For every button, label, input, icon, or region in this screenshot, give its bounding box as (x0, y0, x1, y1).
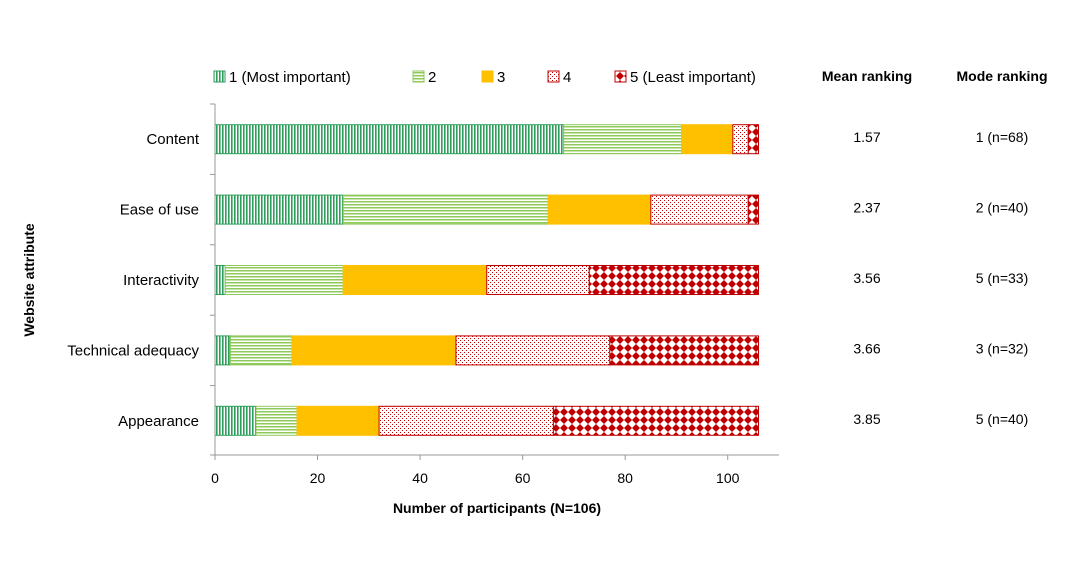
bar-ease-of-use-rank-1 (214, 194, 344, 225)
bar-technical-adequacy-rank-4 (455, 335, 611, 366)
legend-swatch (614, 70, 627, 83)
bar-content-rank-5 (747, 124, 759, 155)
x-tick-label: 60 (515, 470, 531, 486)
legend-swatch (412, 70, 425, 83)
bar-content-rank-1 (214, 124, 565, 155)
bar-interactivity-rank-4 (486, 265, 590, 295)
legend-swatch (481, 70, 494, 83)
legend-label: 1 (Most important) (229, 69, 351, 86)
x-tick-label: 100 (716, 470, 740, 486)
mean-ranking-value: 3.85 (853, 411, 880, 427)
bar-interactivity-rank-5 (588, 265, 759, 295)
bar-appearance-rank-4 (378, 405, 554, 436)
bar-appearance-rank-3 (296, 405, 380, 436)
legend-label: 3 (497, 69, 505, 86)
mean-ranking-value: 3.66 (853, 340, 880, 356)
bar-appearance-rank-2 (255, 405, 298, 436)
y-axis-title: Website attribute (21, 223, 37, 337)
category-label: Ease of use (120, 202, 199, 219)
bar-interactivity-rank-1 (214, 265, 226, 295)
legend-label: 5 (Least important) (630, 69, 756, 86)
legend: 1 (Most important) 2 3 4 5 (Least important) (213, 69, 756, 86)
bar-ease-of-use-rank-2 (342, 194, 549, 225)
mode-ranking-value: 5 (n=33) (976, 270, 1029, 286)
legend-label: 4 (563, 69, 571, 86)
x-tick-label: 20 (310, 470, 326, 486)
legend-swatch (213, 70, 226, 83)
mean-ranking-value: 2.37 (853, 200, 880, 216)
mode-ranking-value: 5 (n=40) (976, 411, 1029, 427)
bar-technical-adequacy-rank-5 (609, 335, 759, 366)
category-label: Content (146, 131, 199, 148)
x-axis-ticks: 0 20 40 60 80 100 (211, 455, 740, 486)
legend-label: 2 (428, 69, 436, 86)
ranking-table: Mean ranking Mode ranking 1.57 1 (n=68) 2.… (822, 68, 1048, 427)
bar-appearance-rank-1 (214, 405, 257, 436)
bar-content-rank-4 (732, 124, 749, 155)
x-tick-label: 80 (617, 470, 633, 486)
bar-interactivity-rank-3 (342, 265, 488, 295)
bar-interactivity-rank-2 (224, 265, 344, 295)
x-axis-title: Number of participants (N=106) (393, 500, 601, 516)
category-label: Interactivity (123, 272, 199, 289)
mode-ranking-value: 2 (n=40) (976, 200, 1029, 216)
legend-swatch (547, 70, 560, 83)
bar-technical-adequacy-rank-2 (229, 335, 293, 366)
bar-ease-of-use-rank-5 (747, 194, 759, 225)
mean-ranking-value: 3.56 (853, 270, 880, 286)
mean-ranking-value: 1.57 (853, 129, 880, 145)
mode-ranking-value: 1 (n=68) (976, 129, 1029, 145)
bar-content-rank-2 (563, 124, 683, 155)
x-tick-label: 40 (412, 470, 428, 486)
axes (214, 104, 779, 456)
bar-technical-adequacy-rank-3 (291, 335, 457, 366)
x-tick-label: 0 (211, 470, 219, 486)
category-label: Technical adequacy (67, 342, 199, 359)
bars (214, 124, 759, 436)
bar-appearance-rank-5 (552, 405, 759, 436)
bar-ease-of-use-rank-3 (547, 194, 652, 225)
y-axis-categories: Content Ease of use Interactivity Technical… (67, 103, 215, 456)
bar-technical-adequacy-rank-1 (214, 335, 231, 366)
bar-content-rank-3 (681, 124, 734, 155)
mean-ranking-header: Mean ranking (822, 68, 912, 84)
mode-ranking-header: Mode ranking (956, 68, 1047, 84)
category-label: Appearance (118, 413, 199, 430)
mode-ranking-value: 3 (n=32) (976, 340, 1029, 356)
bar-ease-of-use-rank-4 (650, 194, 749, 225)
